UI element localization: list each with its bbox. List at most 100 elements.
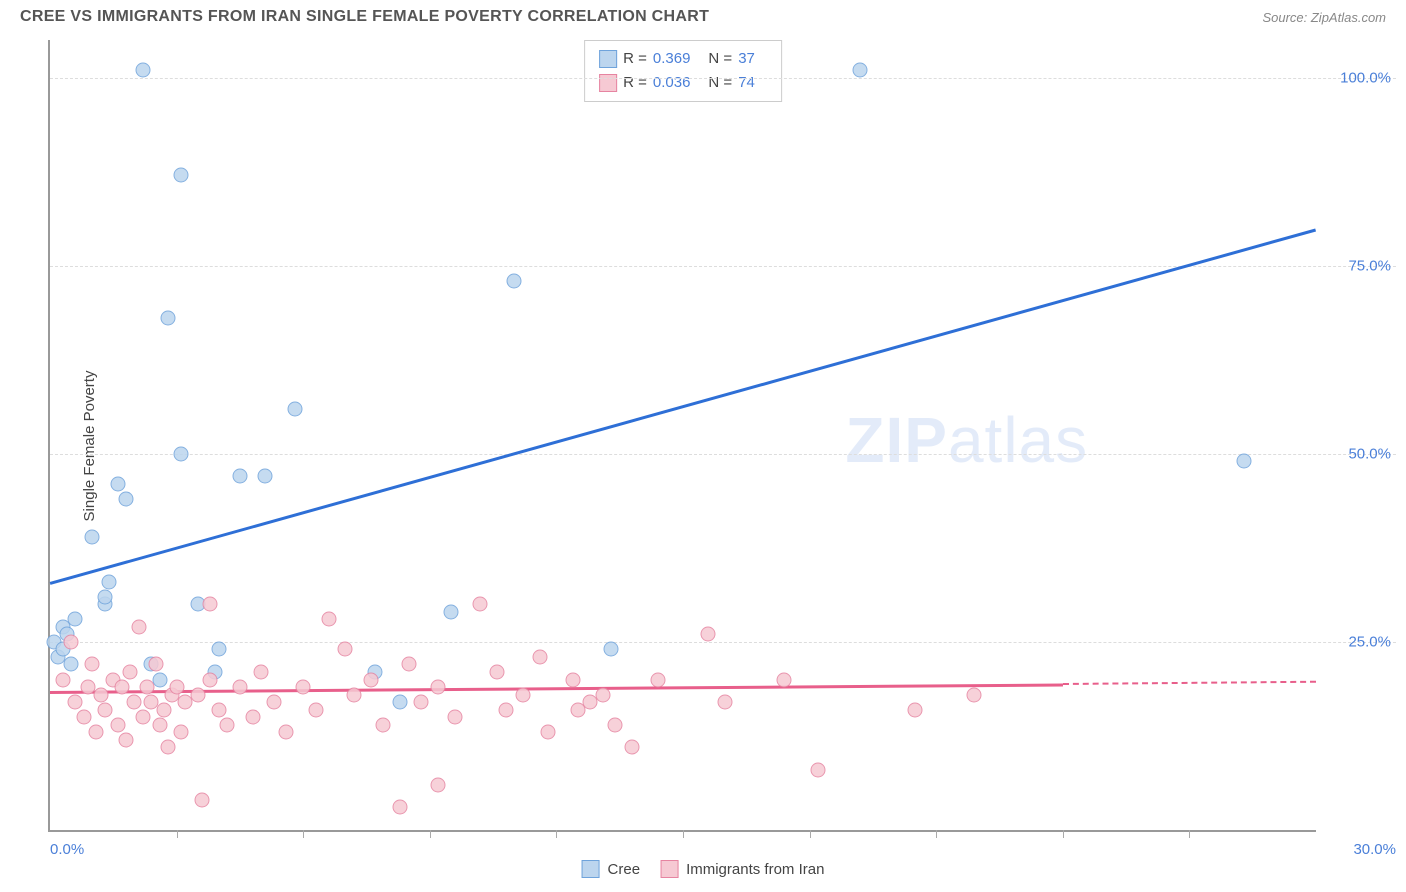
r-value-iran: 0.036 (653, 71, 691, 95)
y-tick-label: 50.0% (1348, 445, 1391, 462)
data-point (194, 792, 209, 807)
legend-item-cree: Cree (582, 860, 641, 878)
data-point (443, 604, 458, 619)
legend-swatch-cree (599, 50, 617, 68)
data-point (363, 672, 378, 687)
data-point (287, 401, 302, 416)
data-point (1237, 454, 1252, 469)
legend-row-iran: R = 0.036 N = 74 (599, 71, 767, 95)
data-point (254, 665, 269, 680)
data-point (566, 672, 581, 687)
data-point (110, 717, 125, 732)
data-point (169, 680, 184, 695)
data-point (507, 273, 522, 288)
x-axis-start-label: 0.0% (50, 841, 84, 858)
legend-swatch-icon (582, 860, 600, 878)
x-tick (556, 830, 557, 838)
data-point (211, 642, 226, 657)
correlation-legend: R = 0.369 N = 37 R = 0.036 N = 74 (584, 40, 782, 102)
trend-line (50, 228, 1317, 584)
data-point (321, 612, 336, 627)
data-point (266, 695, 281, 710)
data-point (296, 680, 311, 695)
data-point (68, 695, 83, 710)
data-point (203, 672, 218, 687)
data-point (102, 574, 117, 589)
data-point (127, 695, 142, 710)
x-tick (430, 830, 431, 838)
data-point (152, 717, 167, 732)
data-point (114, 680, 129, 695)
data-point (76, 710, 91, 725)
data-point (431, 680, 446, 695)
data-point (85, 657, 100, 672)
watermark: ZIPatlas (845, 403, 1088, 477)
x-tick (810, 830, 811, 838)
data-point (401, 657, 416, 672)
data-point (515, 687, 530, 702)
data-point (393, 695, 408, 710)
n-value-cree: 37 (738, 47, 755, 71)
data-point (448, 710, 463, 725)
data-point (140, 680, 155, 695)
data-point (490, 665, 505, 680)
data-point (68, 612, 83, 627)
data-point (853, 63, 868, 78)
data-point (152, 672, 167, 687)
data-point (161, 740, 176, 755)
data-point (232, 469, 247, 484)
series-legend: Cree Immigrants from Iran (582, 860, 825, 878)
data-point (118, 732, 133, 747)
data-point (190, 687, 205, 702)
y-tick-label: 25.0% (1348, 633, 1391, 650)
data-point (203, 597, 218, 612)
grid-line (50, 454, 1396, 455)
x-tick (1189, 830, 1190, 838)
data-point (64, 634, 79, 649)
data-point (123, 665, 138, 680)
data-point (967, 687, 982, 702)
data-point (173, 168, 188, 183)
data-point (473, 597, 488, 612)
data-point (85, 529, 100, 544)
data-point (777, 672, 792, 687)
data-point (55, 672, 70, 687)
data-point (258, 469, 273, 484)
data-point (431, 777, 446, 792)
data-point (701, 627, 716, 642)
data-point (97, 589, 112, 604)
legend-swatch-icon (660, 860, 678, 878)
grid-line (50, 78, 1396, 79)
n-value-iran: 74 (738, 71, 755, 95)
data-point (338, 642, 353, 657)
data-point (650, 672, 665, 687)
data-point (232, 680, 247, 695)
data-point (173, 446, 188, 461)
data-point (110, 476, 125, 491)
r-value-cree: 0.369 (653, 47, 691, 71)
data-point (220, 717, 235, 732)
legend-label-iran: Immigrants from Iran (686, 861, 824, 878)
legend-label-cree: Cree (608, 861, 641, 878)
x-tick (683, 830, 684, 838)
data-point (148, 657, 163, 672)
data-point (245, 710, 260, 725)
x-axis-end-label: 30.0% (1353, 841, 1396, 858)
grid-line (50, 266, 1396, 267)
y-tick-label: 100.0% (1340, 69, 1391, 86)
data-point (118, 491, 133, 506)
data-point (173, 725, 188, 740)
data-point (718, 695, 733, 710)
data-point (131, 619, 146, 634)
data-point (211, 702, 226, 717)
x-tick (936, 830, 937, 838)
trend-line-extension (1063, 681, 1316, 685)
scatter-chart: ZIPatlas R = 0.369 N = 37 R = 0.036 N = … (48, 40, 1316, 832)
data-point (97, 702, 112, 717)
data-point (908, 702, 923, 717)
data-point (161, 311, 176, 326)
legend-row-cree: R = 0.369 N = 37 (599, 47, 767, 71)
data-point (308, 702, 323, 717)
x-tick (1063, 830, 1064, 838)
data-point (595, 687, 610, 702)
